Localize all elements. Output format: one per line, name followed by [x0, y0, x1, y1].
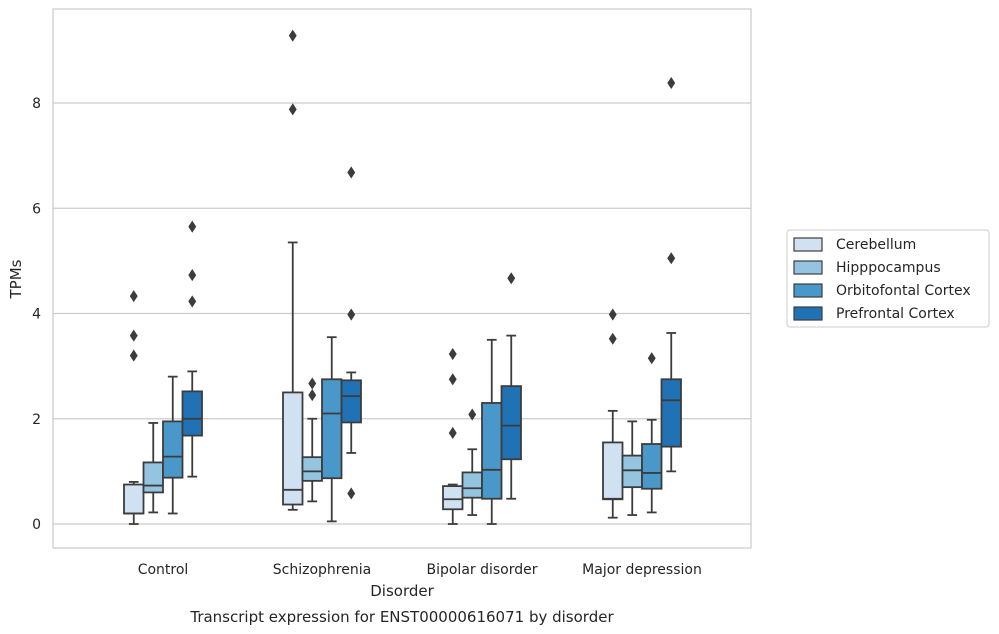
outlier-point [608, 308, 617, 321]
y-tick-label: 2 [32, 412, 41, 428]
outlier-point [308, 377, 317, 390]
box-orbitofontal-cortex-0 [162, 375, 184, 515]
box-prefrontal-cortex-3 [660, 76, 682, 473]
legend-item: Cerebellum [793, 237, 916, 253]
x-tick-labels: Control Schizophrenia Bipolar disorder Majo… [138, 562, 702, 578]
outlier-point [188, 220, 197, 233]
iqr-box [162, 420, 184, 479]
outlier-point [448, 373, 457, 386]
legend: Cerebellum Hipppocampus Orbitofontal Corte… [786, 229, 990, 328]
iqr-box [282, 391, 304, 506]
x-tick-label: Schizophrenia [273, 562, 371, 578]
box-orbitofontal-cortex-1 [321, 336, 343, 523]
outlier-point [288, 29, 297, 42]
legend-swatch [793, 306, 823, 321]
y-tick-label: 8 [32, 96, 41, 112]
box-hipppocampus-3 [621, 420, 643, 516]
box-orbitofontal-cortex-3 [641, 352, 663, 514]
box-prefrontal-cortex-2 [500, 272, 522, 500]
iqr-box [641, 443, 663, 490]
outlier-point [188, 269, 197, 282]
x-tick-label: Bipolar disorder [426, 562, 537, 578]
box-cerebellum-2 [442, 347, 464, 525]
box-prefrontal-cortex-1 [340, 166, 362, 500]
x-tick-label: Control [138, 562, 189, 578]
legend-item: Orbitofontal Cortex [793, 283, 971, 299]
outlier-point [308, 389, 317, 402]
iqr-box [660, 378, 682, 448]
outlier-point [347, 487, 356, 500]
legend-swatch [793, 260, 823, 275]
x-tick-label: Major depression [582, 562, 702, 578]
x-axis-title: Disorder [370, 582, 434, 600]
y-tick-labels: 0 2 4 6 8 [32, 96, 41, 533]
legend-frame [786, 229, 990, 328]
outlier-point [667, 76, 676, 90]
iqr-box [321, 378, 343, 480]
iqr-box [481, 402, 503, 500]
chart-caption: Transcript expression for ENST0000061607… [189, 608, 614, 626]
legend-label: Hipppocampus [836, 260, 941, 276]
outlier-point [448, 426, 457, 440]
legend-swatch [793, 283, 823, 298]
outlier-point [347, 308, 356, 321]
legend-item: Prefrontal Cortex [793, 306, 955, 322]
legend-items: Cerebellum Hipppocampus Orbitofontal Corte… [793, 237, 971, 322]
outlier-point [188, 295, 197, 308]
outlier-point [647, 352, 656, 365]
legend-label: Prefrontal Cortex [836, 306, 955, 322]
y-tick-label: 0 [32, 517, 41, 533]
y-axis-title: TPMs [7, 259, 25, 299]
box-cerebellum-1 [282, 29, 304, 511]
legend-item: Hipppocampus [793, 260, 941, 276]
iqr-box [340, 379, 362, 424]
y-tick-label: 4 [32, 307, 41, 323]
outlier-point [507, 272, 516, 285]
outlier-point [129, 349, 138, 362]
iqr-box [461, 471, 483, 499]
legend-swatch [793, 237, 823, 252]
legend-label: Cerebellum [836, 237, 916, 253]
outlier-point [129, 290, 138, 303]
box-prefrontal-cortex-0 [181, 220, 203, 478]
outlier-point [608, 332, 617, 345]
plot-frame [52, 8, 752, 549]
outlier-point [129, 329, 138, 342]
boxes [123, 29, 682, 525]
outlier-point [288, 103, 297, 116]
box-cerebellum-0 [123, 290, 145, 525]
outlier-point [468, 408, 477, 421]
outlier-point [667, 252, 676, 265]
iqr-box [602, 441, 624, 501]
gridlines [53, 102, 751, 525]
iqr-box [142, 461, 164, 494]
outlier-point [347, 166, 356, 179]
iqr-box [500, 385, 522, 461]
legend-label: Orbitofontal Cortex [836, 283, 971, 299]
iqr-box [123, 483, 145, 515]
y-tick-label: 6 [32, 201, 41, 217]
iqr-box [181, 390, 203, 437]
iqr-box [621, 454, 643, 489]
iqr-box [301, 456, 323, 482]
outlier-point [448, 347, 457, 361]
iqr-box [442, 485, 464, 511]
